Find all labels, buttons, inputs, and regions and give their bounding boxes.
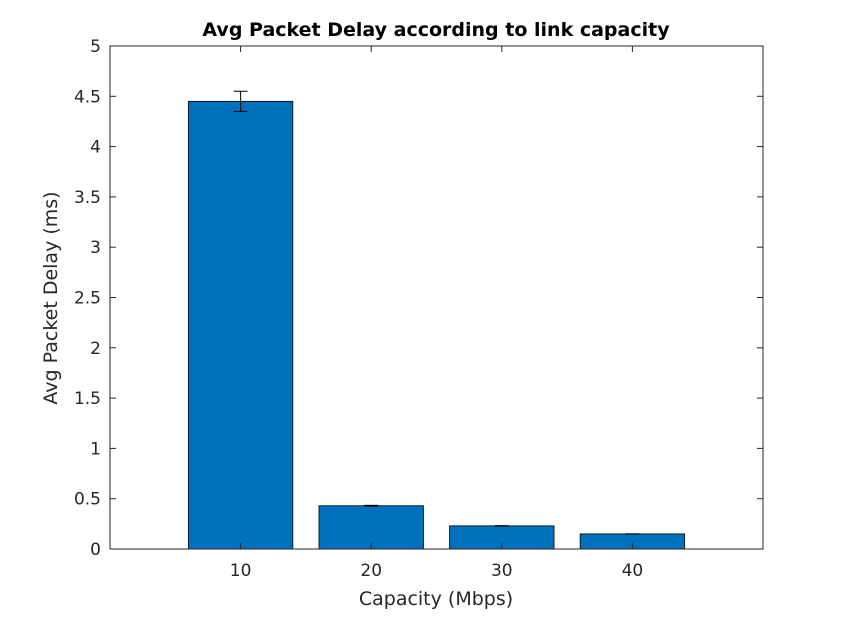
x-tick-label: 20 bbox=[360, 561, 382, 581]
x-tick-label: 30 bbox=[491, 561, 513, 581]
y-tick-label: 2 bbox=[90, 339, 101, 359]
x-axis-label: Capacity (Mbps) bbox=[359, 588, 513, 610]
bar-10 bbox=[188, 101, 292, 549]
error-bar-20 bbox=[364, 505, 378, 506]
y-tick-label: 3.5 bbox=[74, 188, 101, 208]
y-tick-label: 5 bbox=[90, 37, 101, 57]
bar-20 bbox=[319, 506, 423, 549]
x-tick-label: 10 bbox=[230, 561, 252, 581]
y-tick-label: 0.5 bbox=[74, 490, 101, 510]
y-axis-label: Avg Packet Delay (ms) bbox=[40, 191, 62, 404]
y-tick-label: 1 bbox=[90, 439, 101, 459]
x-tick-label: 40 bbox=[622, 561, 644, 581]
y-tick-label: 0 bbox=[90, 540, 101, 560]
y-tick-label: 1.5 bbox=[74, 389, 101, 409]
chart-title: Avg Packet Delay according to link capac… bbox=[202, 19, 670, 41]
y-tick-label: 3 bbox=[90, 238, 101, 258]
y-tick-label: 4 bbox=[90, 138, 101, 158]
y-tick-label: 4.5 bbox=[74, 87, 101, 107]
y-tick-label: 2.5 bbox=[74, 289, 101, 309]
